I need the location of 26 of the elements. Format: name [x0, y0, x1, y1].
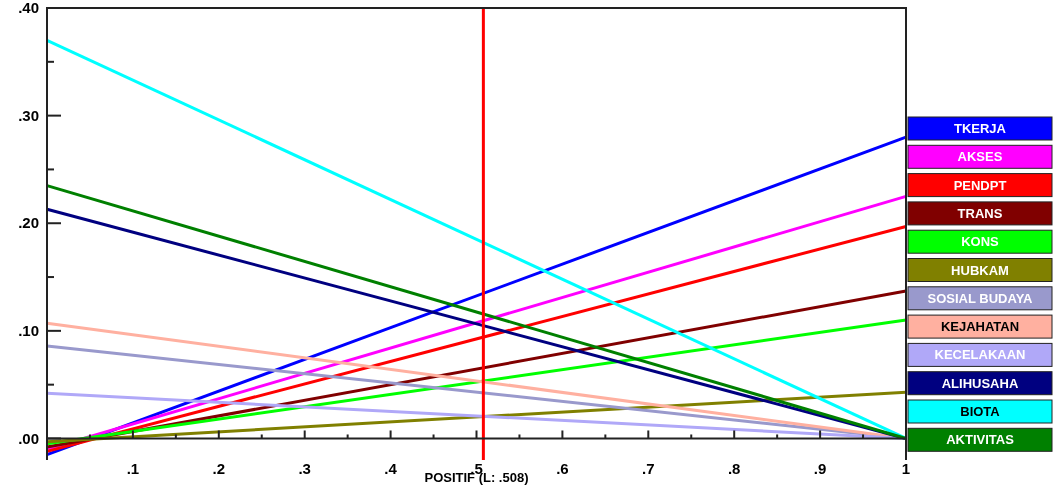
x-tick-label: .6 — [556, 460, 569, 477]
y-tick-label: .20 — [18, 214, 39, 232]
text: KECELAKAAN — [934, 347, 1026, 363]
x-tick-label: .3 — [298, 460, 311, 477]
text: KONS — [961, 234, 1000, 250]
text: HUBKAM — [951, 262, 1009, 278]
text: BIOTA — [960, 404, 1001, 420]
text: PENDPT — [953, 177, 1007, 193]
x-tick-label: 1 — [901, 460, 911, 477]
x-tick-label: .8 — [727, 460, 741, 477]
text: AKSES — [957, 149, 1003, 165]
y-tick-label: .40 — [18, 0, 39, 17]
x-tick-label: .9 — [813, 460, 827, 477]
text: KEJAHATAN — [940, 319, 1020, 335]
text: ALIHUSAHA — [941, 375, 1019, 391]
y-tick-label: .10 — [18, 322, 39, 340]
y-tick-label: .00 — [18, 429, 39, 447]
x-tick-label: .2 — [212, 460, 226, 477]
x-tick-label: .4 — [384, 460, 398, 477]
y-tick-label: .30 — [18, 106, 39, 124]
x-tick-label: .1 — [126, 460, 140, 477]
text: AKTIVITAS — [946, 432, 1015, 448]
text: TKERJA — [953, 121, 1007, 137]
text: TRANS — [957, 205, 1003, 221]
text: SOSIAL BUDAYA — [927, 290, 1034, 306]
x-tick-label: .7 — [642, 460, 655, 477]
